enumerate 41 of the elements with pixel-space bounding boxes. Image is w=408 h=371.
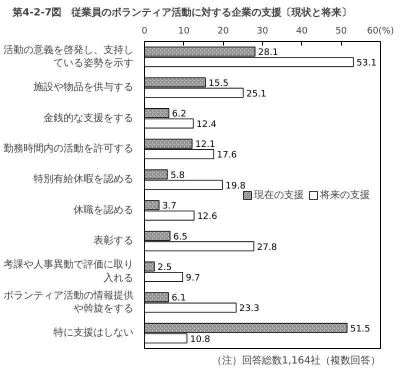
y-tick-label: 特に支援はしない: [54, 326, 134, 339]
data-label: 6.5: [173, 232, 188, 242]
data-label: 12.4: [196, 120, 217, 130]
y-tick-label: 特別有給休暇を認める: [34, 173, 134, 186]
x-tick-label: 20: [217, 26, 230, 36]
x-tick-label: 40: [296, 26, 308, 36]
chart-title: 第4-2-7図 従業員のボランティア活動に対する企業の支援〔現状と将来〕: [12, 6, 352, 18]
data-label: 6.2: [172, 110, 186, 120]
text: （注）回答総数1,164社（複数回答）: [212, 354, 381, 366]
data-label: 12.1: [195, 140, 216, 150]
y-tick-label: 活動の意義を啓発し、支持している姿勢を示す: [4, 44, 134, 69]
data-label: 25.1: [246, 89, 266, 100]
x-tick-label: 10: [178, 26, 190, 36]
x-tick-label: 0: [142, 26, 148, 36]
data-label: 15.5: [208, 78, 229, 89]
y-tick-label: 施設や物品を供与する: [34, 81, 134, 94]
y-tick-label: 考課や人事異動で評価に取り入れる: [4, 258, 134, 284]
data-label: 17.6: [216, 150, 238, 161]
y-tick-label: 休職を認める: [74, 204, 134, 216]
data-label: 12.6: [197, 212, 218, 222]
data-label: 2.5: [157, 263, 172, 274]
data-label: 53.1: [356, 58, 377, 69]
data-label: 19.8: [226, 181, 246, 192]
data-label: 51.5: [350, 324, 370, 334]
data-label: 3.7: [162, 202, 177, 212]
y-tick-label: 表彰する: [94, 234, 134, 247]
x-tick-label: 50: [335, 26, 348, 36]
y-tick-label: 金銭的な支援をする: [44, 112, 134, 124]
legend-label: 将来の支援: [320, 188, 370, 202]
data-label: 27.8: [256, 242, 278, 253]
legend-label: 現在の支援: [254, 188, 304, 202]
x-tick-label: 30: [256, 26, 268, 36]
data-label: 6.1: [172, 294, 186, 304]
data-label: 9.7: [186, 273, 200, 284]
data-label: 10.8: [190, 334, 210, 345]
data-label: 28.1: [258, 48, 278, 58]
y-tick-label: ボランティア活動の情報提供や斡旋をする: [4, 289, 134, 315]
data-label: 5.8: [170, 170, 186, 181]
y-tick-label: 勤務時間内の活動を許可する: [4, 142, 134, 154]
x-tick-label: 60(%): [366, 26, 394, 36]
data-label: 23.3: [239, 304, 260, 314]
